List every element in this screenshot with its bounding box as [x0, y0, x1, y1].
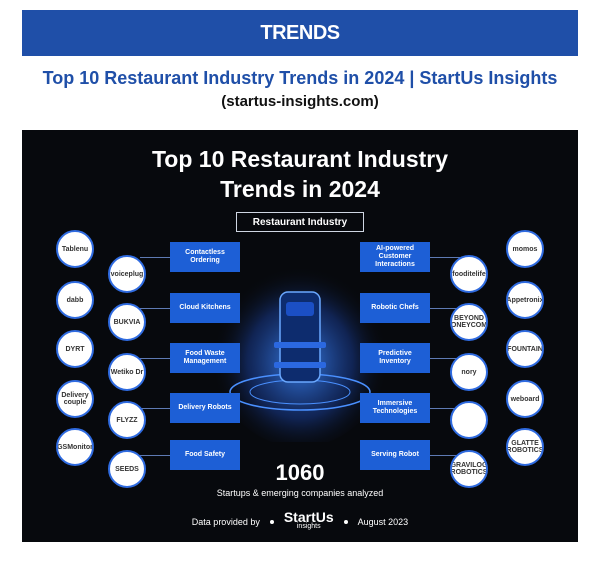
startups-caption: Startups & emerging companies analyzed: [216, 488, 384, 498]
startup-logo: BEYOND HONEYCOMB: [450, 303, 488, 341]
infographic-title-line2: Trends in 2024: [220, 176, 380, 202]
infographic: Top 10 Restaurant Industry Trends in 202…: [22, 130, 578, 542]
startup-logo: FLYZZ: [108, 401, 146, 439]
startup-logo: dabb: [56, 281, 94, 319]
trend-box-left: Cloud Kitchens: [170, 293, 240, 323]
startup-logo: weboard: [506, 380, 544, 418]
footer-dot-icon: [343, 520, 348, 524]
trend-box-left: Delivery Robots: [170, 393, 240, 423]
connector-line: [430, 257, 460, 258]
banner-label: TRENDS: [260, 21, 340, 44]
startup-logo: nory: [450, 353, 488, 391]
brand-name: StartUs: [283, 509, 334, 525]
infographic-title-line1: Top 10 Restaurant Industry: [151, 146, 449, 172]
connector-line: [140, 257, 170, 258]
startup-logo: DYRT: [56, 330, 94, 368]
trend-box-right: AI-powered Customer Interactions: [360, 242, 430, 272]
connector-line: [430, 455, 460, 456]
connector-line: [140, 308, 170, 309]
startup-logo: [450, 401, 488, 439]
startup-logo: Wetiko Dr: [108, 353, 146, 391]
trend-box-left: Contactless Ordering: [170, 242, 240, 272]
trend-box-right: Predictive Inventory: [360, 343, 430, 373]
connector-line: [140, 358, 170, 359]
startup-logo: GRAVILOG ROBOTICS: [450, 450, 488, 488]
startup-logo: GLATTE ROBOTICS: [506, 428, 544, 466]
trend-box-left: Food Safety: [170, 440, 240, 470]
startup-logo: FOUNTAIN: [506, 330, 544, 368]
infographic-title: Top 10 Restaurant Industry Trends in 202…: [22, 144, 578, 204]
footer-date: August 2023: [357, 517, 409, 527]
trend-box-left: Food Waste Management: [170, 343, 240, 373]
infographic-footer: Data provided by StartUs insights August…: [22, 509, 578, 532]
startup-logo: GSMonitor: [56, 428, 94, 466]
trend-box-right: Immersive Technologies: [360, 393, 430, 423]
footer-data-label: Data provided by: [191, 517, 260, 527]
trends-banner: TRENDS: [22, 10, 578, 56]
startup-logo: Delivery couple: [56, 380, 94, 418]
connector-line: [430, 358, 460, 359]
footer-dot-icon: [269, 520, 274, 524]
startup-logo: momos: [506, 230, 544, 268]
startus-logo: StartUs insights: [283, 509, 334, 532]
center-label: Restaurant Industry: [236, 212, 364, 232]
connector-line: [430, 408, 460, 409]
connector-line: [430, 308, 460, 309]
connector-line: [140, 408, 170, 409]
connector-line: [140, 455, 170, 456]
trend-box-right: Robotic Chefs: [360, 293, 430, 323]
startup-logo: Tablenu: [56, 230, 94, 268]
trend-box-right: Serving Robot: [360, 440, 430, 470]
article-source[interactable]: (startus-insights.com): [221, 93, 379, 110]
startup-logo: voiceplug: [108, 255, 146, 293]
startup-logo: fooditelife: [450, 255, 488, 293]
startups-count: 1060: [275, 460, 325, 485]
brand-sub: insights: [296, 523, 321, 530]
startup-logo: BUKVIA: [108, 303, 146, 341]
robot-illustration: [212, 257, 388, 442]
startup-logo: SEEDS: [108, 450, 146, 488]
startup-logo: Appetronix: [506, 281, 544, 319]
article-title[interactable]: Top 10 Restaurant Industry Trends in 202…: [42, 68, 558, 88]
